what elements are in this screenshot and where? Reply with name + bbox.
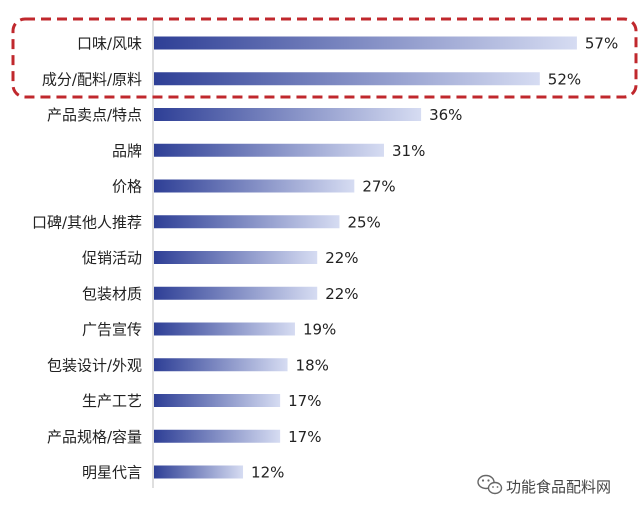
value-label: 19% [303, 321, 336, 339]
value-label: 18% [296, 356, 329, 374]
bar [154, 465, 244, 479]
bar [154, 394, 281, 407]
bar [154, 322, 295, 336]
value-label: 52% [548, 70, 581, 88]
category-label: 包装设计/外观 [47, 356, 142, 374]
bar [154, 179, 355, 193]
value-label: 27% [362, 178, 395, 196]
value-label: 36% [429, 106, 462, 124]
watermark-text: 功能食品配料网 [506, 478, 611, 496]
bar [154, 72, 540, 86]
wechat-icon [477, 474, 503, 495]
value-label: 12% [251, 464, 284, 482]
highlight-box [11, 17, 638, 99]
bar [154, 286, 318, 300]
value-label: 31% [392, 142, 425, 160]
category-label: 口碑/其他人推荐 [32, 213, 142, 231]
category-label: 明星代言 [82, 464, 142, 482]
category-label: 促销活动 [82, 249, 142, 267]
value-label: 22% [325, 249, 358, 267]
category-label: 口味/风味 [77, 35, 142, 53]
bar [154, 108, 422, 121]
bar [154, 358, 288, 372]
value-label: 25% [347, 213, 380, 231]
category-label: 价格 [112, 178, 142, 196]
value-label: 22% [325, 285, 358, 303]
category-label: 产品卖点/特点 [47, 106, 142, 124]
category-label: 品牌 [112, 142, 142, 160]
watermark: 功能食品配料网 [477, 474, 611, 496]
bar [154, 143, 384, 157]
bar [154, 251, 318, 264]
bars-group: 口味/风味 57% 成分/配料/原料 52% 产品卖点/特点 36% 品牌 31% 价格 27% 口… [32, 35, 618, 482]
bar [154, 36, 577, 50]
value-label: 57% [585, 35, 618, 53]
category-label: 生产工艺 [82, 392, 142, 410]
bar [154, 429, 281, 443]
category-label: 包装材质 [82, 285, 142, 303]
value-label: 17% [288, 428, 321, 446]
category-label: 产品规格/容量 [47, 428, 142, 446]
category-label: 成分/配料/原料 [42, 70, 142, 88]
bar [154, 215, 340, 229]
value-label: 17% [288, 392, 321, 410]
category-label: 广告宣传 [82, 321, 142, 339]
